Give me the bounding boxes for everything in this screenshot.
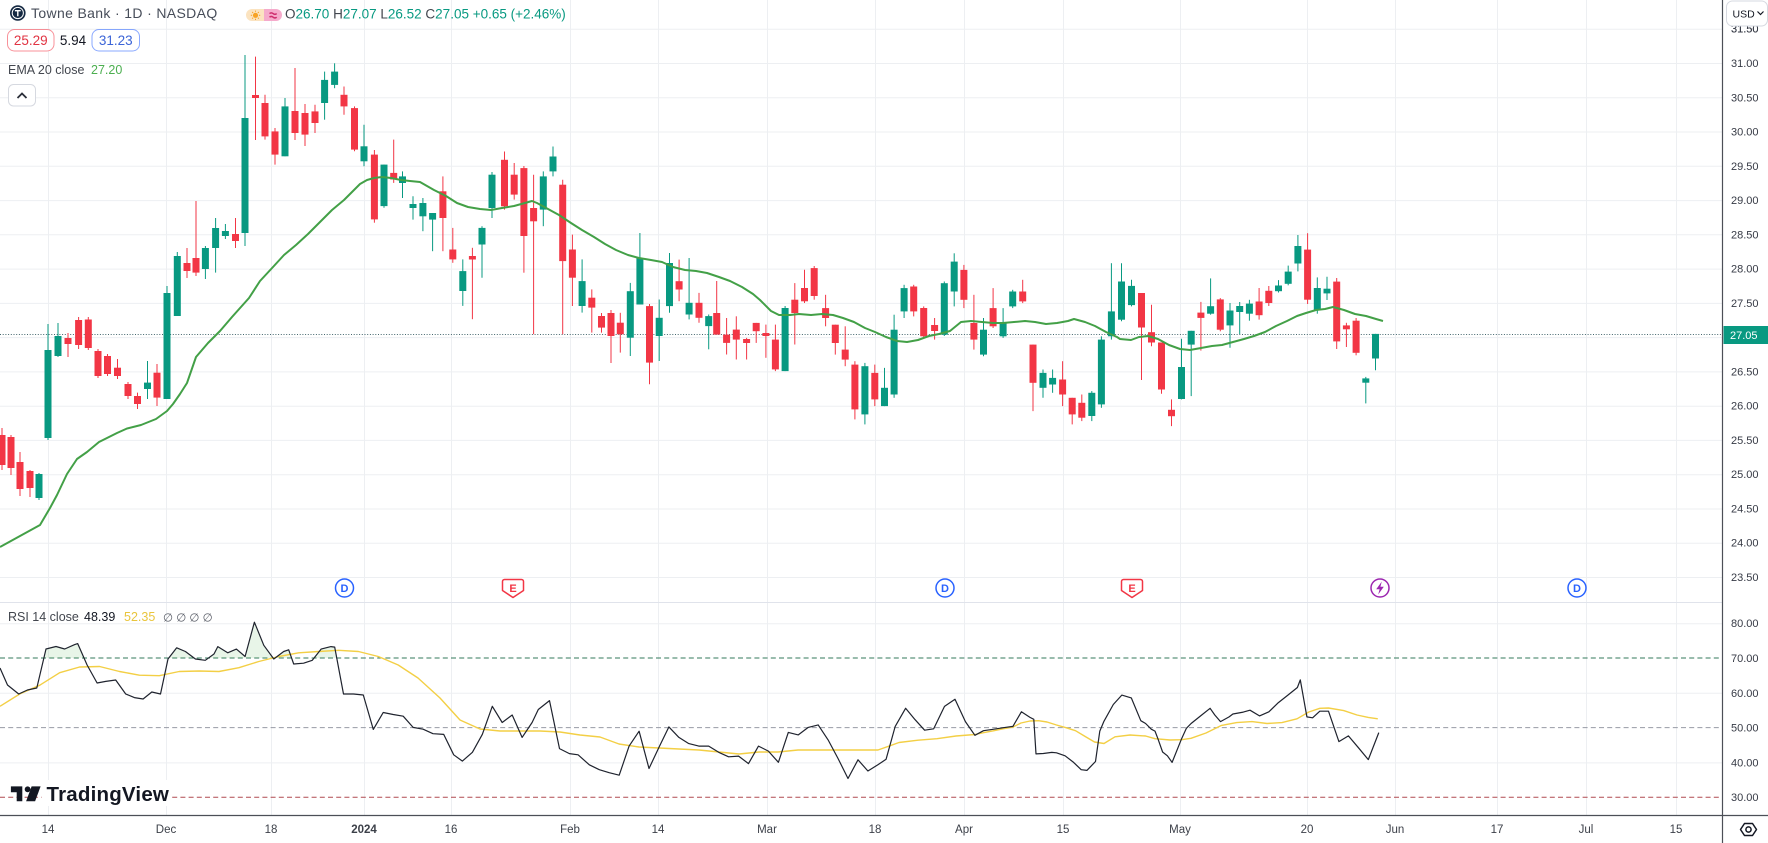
svg-text:27.50: 27.50 xyxy=(1731,298,1759,310)
svg-text:70.00: 70.00 xyxy=(1731,653,1759,665)
svg-text:26.00: 26.00 xyxy=(1731,401,1759,413)
svg-text:2024: 2024 xyxy=(351,824,377,836)
svg-text:May: May xyxy=(1169,824,1191,836)
svg-text:O26.70 H27.07 L26.52 C27.05 +0: O26.70 H27.07 L26.52 C27.05 +0.65 (+2.46… xyxy=(285,7,566,22)
svg-text:EMA 20 close: EMA 20 close xyxy=(8,63,84,77)
svg-text:28.00: 28.00 xyxy=(1731,264,1759,276)
svg-text:31.00: 31.00 xyxy=(1731,58,1759,70)
svg-text:27.20: 27.20 xyxy=(91,63,122,77)
svg-text:25.29: 25.29 xyxy=(14,33,48,48)
svg-text:E: E xyxy=(509,583,516,595)
svg-text:18: 18 xyxy=(265,824,278,836)
svg-text:D: D xyxy=(341,583,349,595)
svg-text:5.94: 5.94 xyxy=(60,33,87,48)
svg-text:52.35: 52.35 xyxy=(124,610,155,624)
svg-text:25.50: 25.50 xyxy=(1731,435,1759,447)
svg-text:17: 17 xyxy=(1491,824,1504,836)
svg-text:29.50: 29.50 xyxy=(1731,161,1759,173)
svg-text:31.23: 31.23 xyxy=(99,33,133,48)
svg-text:30.00: 30.00 xyxy=(1731,127,1759,139)
svg-text:28.50: 28.50 xyxy=(1731,229,1759,241)
svg-text:50.00: 50.00 xyxy=(1731,723,1759,735)
svg-text:Jun: Jun xyxy=(1386,824,1405,836)
svg-text:Mar: Mar xyxy=(757,824,777,836)
svg-text:Feb: Feb xyxy=(560,824,580,836)
svg-text:18: 18 xyxy=(869,824,882,836)
svg-text:29.00: 29.00 xyxy=(1731,195,1759,207)
svg-text:Apr: Apr xyxy=(955,824,973,836)
svg-text:Dec: Dec xyxy=(156,824,177,836)
svg-text:80.00: 80.00 xyxy=(1731,618,1759,630)
svg-text:30.00: 30.00 xyxy=(1731,792,1759,804)
svg-text:15: 15 xyxy=(1670,824,1683,836)
svg-text:20: 20 xyxy=(1301,824,1314,836)
svg-text:USD: USD xyxy=(1733,8,1756,20)
svg-text:25.00: 25.00 xyxy=(1731,469,1759,481)
svg-text:26.50: 26.50 xyxy=(1731,366,1759,378)
svg-text:TradingView: TradingView xyxy=(47,783,170,806)
svg-text:31.50: 31.50 xyxy=(1731,24,1759,36)
svg-text:14: 14 xyxy=(42,824,55,836)
svg-text:24.50: 24.50 xyxy=(1731,504,1759,516)
svg-text:27.05: 27.05 xyxy=(1730,330,1758,342)
svg-text:31.50: 31.50 xyxy=(1731,24,1759,36)
svg-text:16: 16 xyxy=(445,824,458,836)
svg-text:15: 15 xyxy=(1057,824,1070,836)
svg-text:Towne Bank · 1D · NASDAQ: Towne Bank · 1D · NASDAQ xyxy=(31,5,218,21)
svg-text:D: D xyxy=(941,583,949,595)
svg-text:60.00: 60.00 xyxy=(1731,688,1759,700)
svg-text:24.00: 24.00 xyxy=(1731,538,1759,550)
svg-text:14: 14 xyxy=(652,824,665,836)
svg-text:∅∅∅∅: ∅∅∅∅ xyxy=(163,613,216,625)
svg-text:RSI 14 close: RSI 14 close xyxy=(8,610,79,624)
svg-text:48.39: 48.39 xyxy=(84,610,115,624)
svg-text:E: E xyxy=(1128,583,1135,595)
svg-text:30.50: 30.50 xyxy=(1731,92,1759,104)
svg-text:40.00: 40.00 xyxy=(1731,757,1759,769)
svg-text:D: D xyxy=(1573,583,1581,595)
svg-text:Jul: Jul xyxy=(1579,824,1594,836)
svg-text:23.50: 23.50 xyxy=(1731,572,1759,584)
